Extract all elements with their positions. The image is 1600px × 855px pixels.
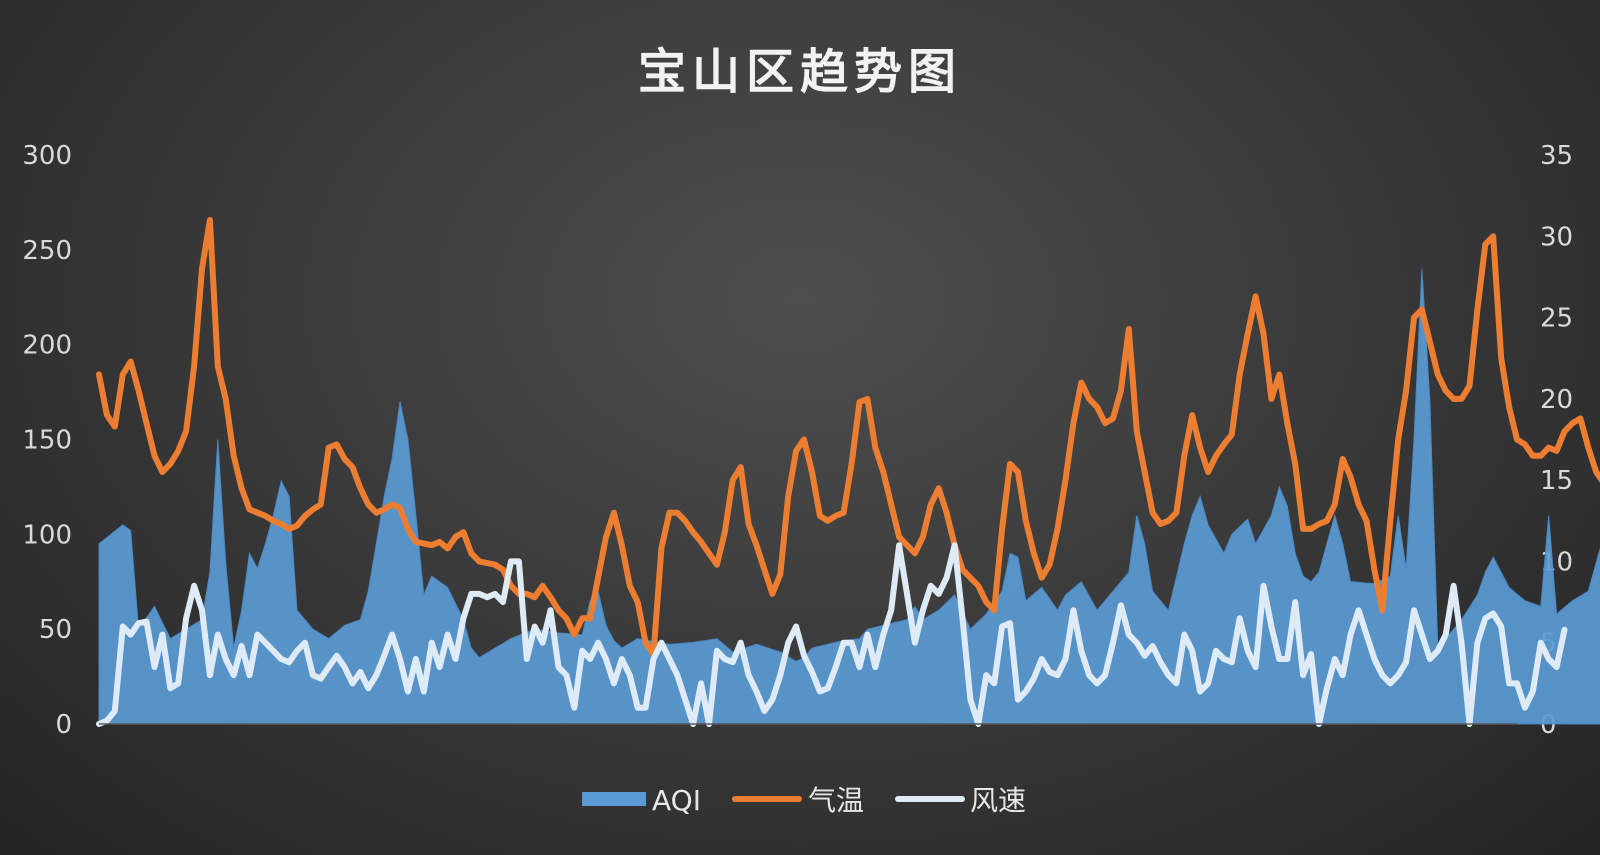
- right-axis-tick-label: 20: [1540, 385, 1573, 415]
- legend-label-temperature: 气温: [808, 784, 864, 817]
- left-axis-tick-label: 150: [22, 426, 72, 456]
- legend: AQI 气温 风速: [582, 784, 1026, 817]
- legend-swatch-aqi: [582, 792, 646, 806]
- left-axis-tick-label: 50: [39, 615, 72, 645]
- right-axis-tick-label: 30: [1540, 222, 1573, 252]
- legend-label-wind-speed: 风速: [970, 784, 1026, 817]
- left-axis-tick-label: 300: [22, 141, 72, 171]
- chart-title: 宝山区趋势图: [638, 44, 962, 100]
- right-axis-tick-label: 35: [1540, 141, 1573, 171]
- legend-label-aqi: AQI: [652, 784, 701, 817]
- left-axis-tick-label: 0: [55, 710, 72, 740]
- left-axis: 0 50 100 150 200 250 300: [22, 141, 72, 740]
- plot-area: [99, 220, 1600, 724]
- left-axis-tick-label: 100: [22, 520, 72, 550]
- right-axis-tick-label: 15: [1540, 466, 1573, 496]
- right-axis-tick-label: 25: [1540, 304, 1573, 334]
- left-axis-tick-label: 200: [22, 331, 72, 361]
- left-axis-tick-label: 250: [22, 236, 72, 266]
